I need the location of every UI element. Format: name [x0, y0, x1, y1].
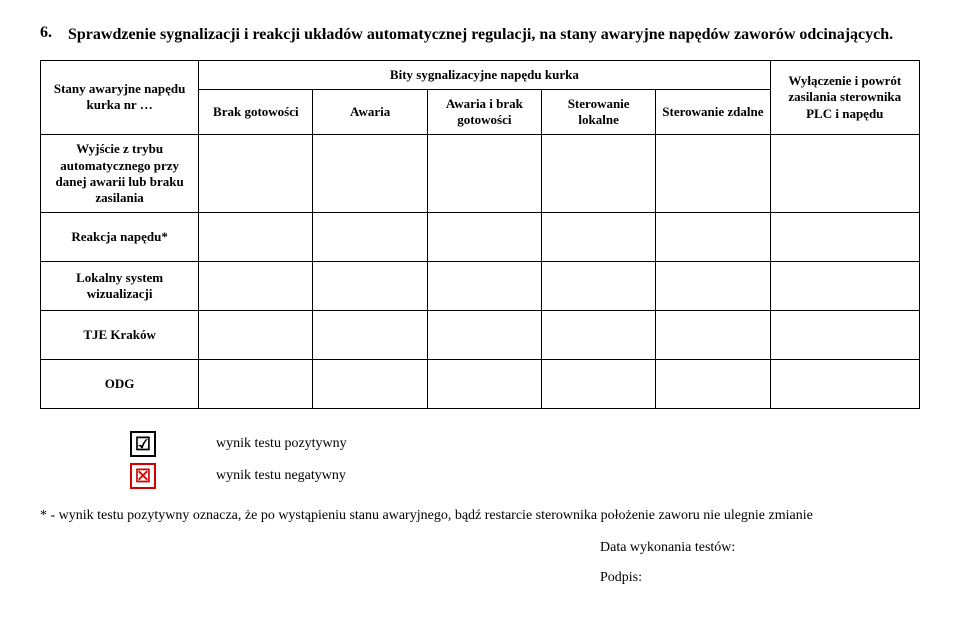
cell [656, 360, 770, 409]
row-label: TJE Kraków [41, 311, 199, 360]
cell [656, 213, 770, 262]
group-header: Bity sygnalizacyjne napędu kurka [199, 60, 770, 89]
cell [542, 311, 656, 360]
row-label: Reakcja napędu* [41, 213, 199, 262]
table-row: Lokalny system wizualizacji [41, 262, 920, 311]
cell [199, 311, 313, 360]
row-label: Wyjście z trybu automatycznego przy dane… [41, 135, 199, 213]
legend-negative: ☒ wynik testu negatywny [130, 463, 920, 489]
cell [427, 213, 541, 262]
cross-icon: ☒ [130, 463, 156, 489]
cell [770, 311, 919, 360]
cell [542, 262, 656, 311]
right-header: Wyłączenie i powrót zasilania sterownika… [770, 60, 919, 135]
footnote: * - wynik testu pozytywny oznacza, że po… [40, 507, 920, 526]
col-b: Awaria [313, 89, 427, 135]
heading-text: Sprawdzenie sygnalizacji i reakcji układ… [68, 24, 920, 46]
table-row: Reakcja napędu* [41, 213, 920, 262]
cell [427, 135, 541, 213]
cell [656, 311, 770, 360]
table-row: ODG [41, 360, 920, 409]
col-d: Sterowanie lokalne [542, 89, 656, 135]
heading-number: 6. [40, 24, 68, 42]
cell [656, 262, 770, 311]
cell [199, 360, 313, 409]
section-heading: 6. Sprawdzenie sygnalizacji i reakcji uk… [40, 24, 920, 46]
cell [770, 213, 919, 262]
cell [427, 262, 541, 311]
cell [313, 360, 427, 409]
sign-label: Podpis: [600, 570, 920, 586]
cell [770, 135, 919, 213]
table-row: Wyjście z trybu automatycznego przy dane… [41, 135, 920, 213]
date-label: Data wykonania testów: [600, 540, 920, 556]
cell [313, 213, 427, 262]
stub-header: Stany awaryjne napędu kurka nr … [41, 60, 199, 135]
cell [427, 360, 541, 409]
col-a: Brak gotowości [199, 89, 313, 135]
cell [542, 135, 656, 213]
table-row: TJE Kraków [41, 311, 920, 360]
cell [770, 360, 919, 409]
cell [542, 213, 656, 262]
signal-table: Stany awaryjne napędu kurka nr … Bity sy… [40, 60, 920, 410]
cell [313, 135, 427, 213]
cell [313, 311, 427, 360]
col-e: Sterowanie zdalne [656, 89, 770, 135]
cell [199, 135, 313, 213]
legend-neg-text: wynik testu negatywny [216, 468, 346, 484]
cell [427, 311, 541, 360]
row-label: Lokalny system wizualizacji [41, 262, 199, 311]
legend-pos-text: wynik testu pozytywny [216, 436, 347, 452]
cell [542, 360, 656, 409]
cell [199, 213, 313, 262]
col-c: Awaria i brak gotowości [427, 89, 541, 135]
row-label: ODG [41, 360, 199, 409]
cell [770, 262, 919, 311]
cell [656, 135, 770, 213]
check-icon: ☑ [130, 431, 156, 457]
cell [199, 262, 313, 311]
legend-positive: ☑ wynik testu pozytywny [130, 431, 920, 457]
signature-block: Data wykonania testów: Podpis: [40, 540, 920, 586]
legend: ☑ wynik testu pozytywny ☒ wynik testu ne… [40, 431, 920, 489]
cell [313, 262, 427, 311]
